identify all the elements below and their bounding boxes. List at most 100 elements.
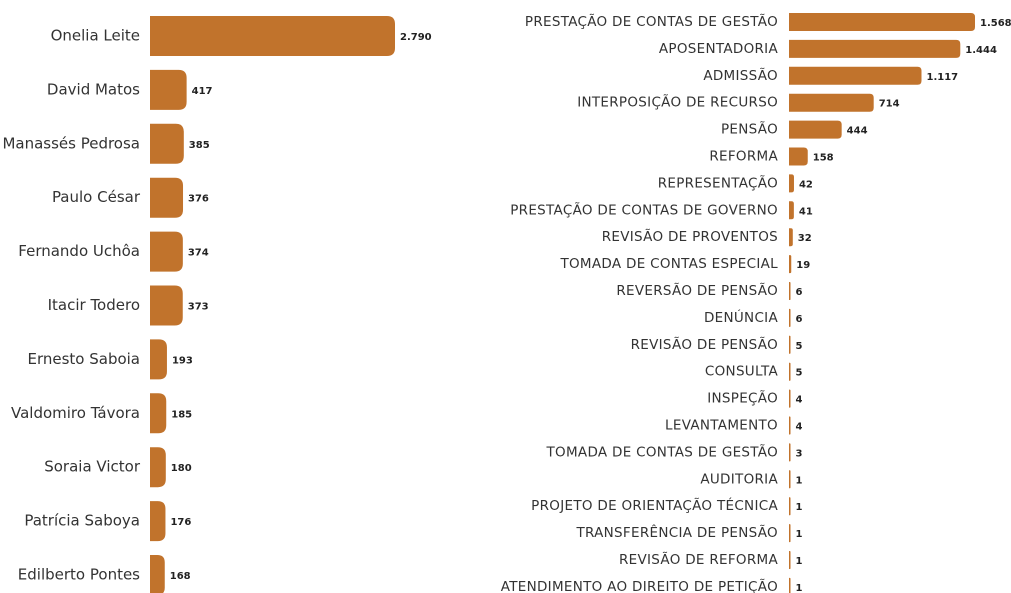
category-label: PENSÃO bbox=[721, 121, 778, 138]
bar bbox=[789, 282, 791, 300]
bar bbox=[789, 174, 794, 193]
value-label: 3 bbox=[796, 448, 803, 459]
category-label: ADMISSÃO bbox=[703, 67, 778, 84]
bar bbox=[789, 416, 791, 435]
bar bbox=[789, 66, 922, 85]
category-label: PRESTAÇÃO DE CONTAS DE GOVERNO bbox=[510, 201, 778, 218]
bar bbox=[150, 16, 395, 56]
value-label: 1.568 bbox=[980, 18, 1011, 29]
category-label: REVISÃO DE REFORMA bbox=[619, 551, 779, 568]
value-label: 42 bbox=[799, 179, 813, 190]
category-label: ATENDIMENTO AO DIREITO DE PETIÇÃO bbox=[501, 578, 778, 593]
bar bbox=[789, 577, 791, 593]
bar bbox=[789, 255, 792, 274]
value-label: 4 bbox=[796, 395, 803, 406]
value-label: 1 bbox=[796, 583, 803, 593]
category-label: Patrícia Saboya bbox=[24, 512, 140, 530]
value-label: 5 bbox=[796, 368, 803, 379]
bar bbox=[789, 93, 874, 112]
value-label: 1.117 bbox=[927, 72, 959, 83]
category-label: DENÚNCIA bbox=[704, 308, 779, 326]
category-label: PROJETO DE ORIENTAÇÃO TÉCNICA bbox=[531, 497, 778, 514]
category-label: INSPEÇÃO bbox=[707, 390, 778, 407]
category-label: LEVANTAMENTO bbox=[665, 418, 778, 434]
bar bbox=[150, 231, 183, 272]
category-label: Edilberto Pontes bbox=[18, 566, 140, 584]
value-label: 6 bbox=[796, 287, 803, 298]
bar bbox=[150, 285, 183, 326]
value-label: 180 bbox=[171, 463, 192, 474]
category-label: CONSULTA bbox=[705, 364, 779, 380]
value-label: 1 bbox=[796, 529, 803, 540]
value-label: 5 bbox=[796, 341, 803, 352]
bar bbox=[789, 470, 791, 489]
value-label: 444 bbox=[847, 126, 868, 137]
bar bbox=[789, 308, 791, 327]
value-label: 168 bbox=[170, 571, 191, 582]
value-label: 1.444 bbox=[965, 45, 997, 56]
category-label: Onelia Leite bbox=[51, 27, 140, 45]
bar bbox=[789, 335, 791, 354]
value-label: 1 bbox=[796, 475, 803, 486]
bar bbox=[150, 177, 184, 218]
value-label: 2.790 bbox=[400, 32, 432, 43]
category-label: REVERSÃO DE PENSÃO bbox=[616, 282, 778, 299]
bar bbox=[789, 39, 961, 58]
category-label: APOSENTADORIA bbox=[659, 41, 779, 57]
category-label: REVISÃO DE PENSÃO bbox=[631, 336, 778, 353]
value-label: 385 bbox=[189, 140, 210, 151]
category-label: REVISÃO DE PROVENTOS bbox=[602, 228, 778, 245]
category-label: TRANSFERÊNCIA DE PENSÃO bbox=[575, 523, 778, 541]
category-label: Soraia Victor bbox=[44, 458, 141, 476]
value-label: 374 bbox=[188, 248, 209, 259]
value-label: 32 bbox=[798, 233, 812, 244]
value-label: 373 bbox=[188, 302, 209, 313]
value-label: 193 bbox=[172, 355, 193, 366]
category-label: REPRESENTAÇÃO bbox=[658, 174, 778, 191]
bar bbox=[150, 123, 184, 164]
category-label: Itacir Todero bbox=[48, 296, 140, 314]
category-label: David Matos bbox=[47, 80, 140, 98]
bar bbox=[789, 497, 791, 516]
value-label: 1 bbox=[796, 556, 803, 567]
value-label: 185 bbox=[171, 409, 192, 420]
bar bbox=[789, 201, 794, 220]
category-label: Fernando Uchôa bbox=[18, 242, 140, 260]
value-label: 6 bbox=[796, 314, 803, 325]
category-label: Paulo César bbox=[52, 188, 141, 206]
category-label: REFORMA bbox=[709, 149, 778, 165]
category-label: TOMADA DE CONTAS ESPECIAL bbox=[559, 256, 778, 272]
value-label: 158 bbox=[813, 153, 834, 164]
value-label: 19 bbox=[796, 260, 810, 271]
value-label: 4 bbox=[796, 422, 803, 433]
category-label: PRESTAÇÃO DE CONTAS DE GESTÃO bbox=[525, 13, 778, 30]
category-label: TOMADA DE CONTAS DE GESTÃO bbox=[546, 443, 779, 460]
value-label: 41 bbox=[799, 206, 813, 217]
value-label: 1 bbox=[796, 502, 803, 513]
bar bbox=[789, 228, 793, 247]
bar bbox=[789, 524, 791, 543]
bar bbox=[150, 447, 166, 488]
bar bbox=[150, 393, 167, 434]
bar bbox=[789, 120, 842, 139]
bar bbox=[150, 69, 187, 110]
category-label: Manassés Pedrosa bbox=[2, 134, 140, 152]
bar bbox=[789, 362, 791, 381]
category-label: AUDITORIA bbox=[700, 471, 778, 487]
value-label: 417 bbox=[192, 86, 213, 97]
bar bbox=[789, 13, 975, 31]
value-label: 714 bbox=[879, 99, 900, 110]
bar bbox=[150, 501, 166, 542]
category-label: Ernesto Saboia bbox=[27, 350, 140, 368]
bar bbox=[789, 389, 791, 408]
bar bbox=[789, 443, 791, 462]
bar bbox=[789, 551, 791, 569]
category-label: INTERPOSIÇÃO DE RECURSO bbox=[577, 94, 778, 111]
bar bbox=[150, 339, 167, 380]
bar bbox=[789, 147, 808, 166]
category-label: Valdomiro Távora bbox=[11, 404, 140, 422]
bar bbox=[150, 555, 165, 593]
value-label: 176 bbox=[170, 517, 191, 528]
value-label: 376 bbox=[188, 194, 209, 205]
